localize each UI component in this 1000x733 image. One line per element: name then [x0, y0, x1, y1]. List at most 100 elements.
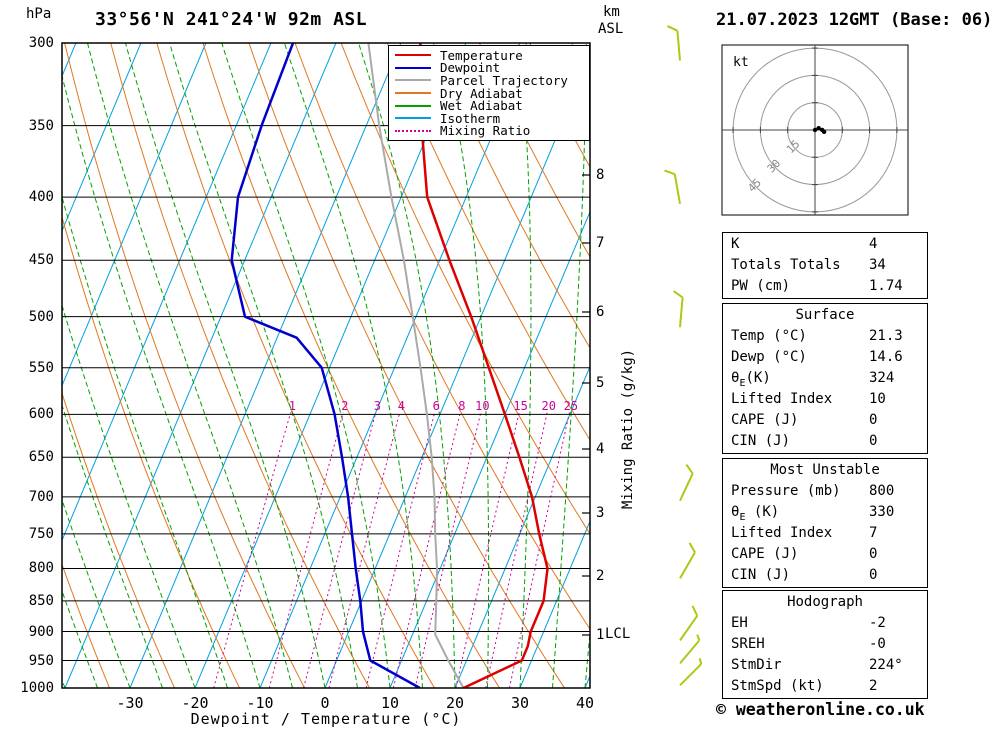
pressure-tick-label: 350 — [28, 117, 54, 134]
pressure-tick-label: 600 — [28, 406, 54, 423]
temp-tick-label: 20 — [445, 694, 465, 712]
stat-label: Totals Totals — [731, 257, 841, 273]
stat-label: CAPE (J) — [731, 412, 799, 428]
pressure-tick-label: 400 — [28, 189, 54, 206]
surface-panel: Surface Temp (°C) 21.3 Dewp (°C) 14.6 θE(K… — [722, 303, 928, 454]
pressure-tick-label: 950 — [28, 652, 54, 669]
stat-value: 324 — [869, 370, 895, 386]
svg-text:8: 8 — [458, 399, 465, 413]
stat-value: 7 — [869, 525, 878, 541]
stat-row: PW (cm) 1.74 — [723, 276, 927, 297]
temp-tick-label: 10 — [380, 694, 400, 712]
svg-text:20: 20 — [541, 399, 555, 413]
legend-line-sample — [395, 54, 431, 57]
stat-row: CAPE (J) 0 — [723, 544, 927, 565]
lcl-marker-label: LCL — [605, 626, 631, 642]
legend-item-dewpoint: Dewpoint — [395, 60, 589, 75]
stat-row: EH -2 — [723, 613, 927, 634]
stat-row: Temp (°C) 21.3 — [723, 326, 927, 347]
chart-legend: Temperature Dewpoint Parcel Trajectory D… — [388, 45, 590, 142]
stat-value: 0 — [869, 433, 878, 449]
dewpoint-curve — [230, 43, 421, 688]
pressure-tick-label: 850 — [28, 592, 54, 609]
stat-row: Lifted Index 10 — [723, 389, 927, 410]
station-title: 33°56'N 241°24'W 92m ASL — [95, 9, 368, 30]
pressure-tick-label: 650 — [28, 449, 54, 466]
stat-value: 224° — [869, 657, 903, 673]
stat-value: 0 — [869, 567, 878, 583]
altitude-axis-unit-asl: ASL — [598, 21, 624, 37]
stat-row: θE(K) 324 — [723, 368, 927, 389]
km-tick-label: 8 — [596, 167, 605, 183]
x-axis-title: Dewpoint / Temperature (°C) — [190, 710, 462, 728]
stat-row: Lifted Index 7 — [723, 523, 927, 544]
stat-row: SREH -0 — [723, 634, 927, 655]
legend-line-sample — [395, 92, 431, 95]
legend-label: Temperature — [440, 47, 523, 63]
svg-text:1: 1 — [289, 399, 296, 413]
km-tick-label: 5 — [596, 375, 605, 391]
stat-value: 330 — [869, 504, 895, 520]
legend-line-sample — [395, 66, 431, 69]
pressure-tick-label: 1000 — [20, 680, 54, 696]
km-tick-label: 1 — [596, 627, 605, 643]
stat-label: StmSpd (kt) — [731, 678, 824, 694]
stat-label: K — [731, 236, 740, 252]
pressure-tick-label: 750 — [28, 525, 54, 542]
legend-label: Dry Adiabat — [440, 85, 523, 101]
stat-row: CAPE (J) 0 — [723, 410, 927, 431]
km-tick-label: 4 — [596, 441, 605, 457]
panel-title: Surface — [795, 307, 855, 323]
legend-line-sample — [395, 104, 431, 107]
pressure-tick-label: 450 — [28, 252, 54, 269]
stat-value: 800 — [869, 483, 895, 499]
pressure-gridlines — [62, 42, 590, 689]
mixing-ratio-axis-title: Mixing Ratio (g/kg) — [620, 348, 636, 510]
stat-label: EH — [731, 615, 748, 631]
stat-row: Dewp (°C) 14.6 — [723, 347, 927, 368]
stat-label: Pressure (mb) — [731, 483, 841, 499]
legend-line-sample — [395, 79, 431, 82]
pressure-tick-label: 550 — [28, 359, 54, 376]
km-tick-label: 6 — [596, 304, 605, 320]
stat-row: CIN (J) 0 — [723, 431, 927, 452]
stat-value: 1.74 — [869, 278, 903, 294]
temp-tick-label: -20 — [181, 694, 209, 712]
stat-row: StmDir 224° — [723, 655, 927, 676]
stat-value: 34 — [869, 257, 886, 273]
run-datetime: 21.07.2023 12GMT (Base: 06) — [716, 10, 993, 30]
svg-text:3: 3 — [374, 399, 381, 413]
stat-value: -2 — [869, 615, 886, 631]
chart-border — [61, 42, 591, 689]
mixing-ratio-value-labels: 1 2 3 4 6 8 10 15 20 25 — [289, 399, 578, 413]
mixing-ratio-lines — [213, 412, 570, 688]
legend-label: Parcel Trajectory — [440, 72, 568, 88]
legend-line-sample — [395, 129, 431, 132]
svg-text:6: 6 — [433, 399, 440, 413]
stat-row: Totals Totals 34 — [723, 255, 927, 276]
pressure-tick-label: 900 — [28, 623, 54, 640]
most-unstable-panel: Most Unstable Pressure (mb) 800 θE (K) 33… — [722, 458, 928, 588]
isotherm-lines — [62, 43, 590, 688]
altitude-axis-unit-km: km — [603, 4, 620, 20]
stat-value: 4 — [869, 236, 878, 252]
stat-value: 0 — [869, 412, 878, 428]
stat-label: CIN (J) — [731, 433, 791, 449]
temperature-curve — [419, 43, 549, 688]
legend-line-sample — [395, 117, 431, 120]
legend-label: Mixing Ratio — [440, 123, 531, 139]
temp-tick-label: -10 — [246, 694, 274, 712]
pressure-tick-label: 700 — [28, 488, 54, 505]
stat-value: 21.3 — [869, 328, 903, 344]
stat-label: Temp (°C) — [731, 328, 807, 344]
stat-label: Lifted Index — [731, 525, 833, 541]
stat-value: 0 — [869, 546, 878, 562]
svg-text:2: 2 — [341, 399, 348, 413]
stat-row: CIN (J) 0 — [723, 565, 927, 586]
svg-text:15: 15 — [513, 399, 527, 413]
panel-title: Most Unstable — [770, 462, 880, 478]
stat-label: Lifted Index — [731, 391, 833, 407]
